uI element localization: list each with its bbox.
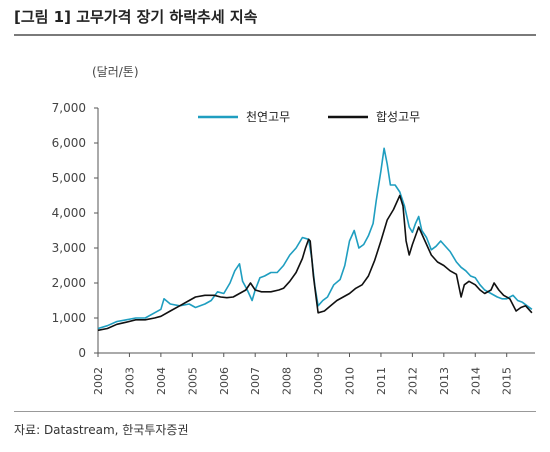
y-tick-label: 0: [78, 346, 86, 360]
series-line-natural-rubber: [97, 147, 533, 330]
y-tick-label: 3,000: [52, 241, 86, 255]
title-divider: [14, 34, 536, 36]
legend: 천연고무 합성고무: [198, 109, 420, 124]
x-tick-label: 2004: [155, 367, 168, 395]
y-tick-label: 2,000: [52, 276, 86, 290]
series-line-synthetic-rubber: [97, 194, 533, 332]
y-tick-label: 4,000: [52, 206, 86, 220]
x-tick-label: 2012: [406, 367, 419, 395]
y-tick-label: 1,000: [52, 311, 86, 325]
x-tick-label: 2003: [123, 367, 136, 395]
x-axis: 2002 2003 2004 2005 2006 2007 2008 2009 2010 2011…: [92, 352, 535, 395]
x-tick-label: 2008: [281, 367, 294, 395]
source-divider: [14, 411, 536, 412]
x-tick-label: 2015: [501, 367, 514, 395]
y-tick-label: 7,000: [52, 101, 86, 115]
unit-label: (달러/톤): [92, 65, 139, 79]
x-tick-label: 2009: [312, 367, 325, 395]
chart-title: [그림 1] 고무가격 장기 하락추세 지속: [14, 8, 258, 26]
y-axis: 0 1,000 2,000 3,000 4,000 5,000 6,000 7,000: [52, 101, 99, 360]
legend-label: 합성고무: [376, 110, 420, 124]
legend-label: 천연고무: [246, 109, 290, 124]
x-tick-label: 2005: [186, 367, 199, 395]
series-layer: [97, 147, 533, 332]
y-tick-label: 6,000: [52, 136, 86, 150]
x-tick-label: 2010: [344, 367, 357, 395]
chart-canvas: 0 1,000 2,000 3,000 4,000 5,000 6,000 7,000 200…: [52, 101, 535, 395]
x-tick-label: 2011: [375, 367, 388, 395]
x-tick-label: 2013: [438, 367, 451, 395]
y-tick-label: 5,000: [52, 171, 86, 185]
x-tick-label: 2002: [92, 367, 105, 395]
x-tick-label: 2014: [469, 367, 482, 395]
x-tick-label: 2007: [249, 367, 262, 395]
x-tick-label: 2006: [218, 367, 231, 395]
source-note: 자료: Datastream, 한국투자증권: [14, 423, 189, 437]
